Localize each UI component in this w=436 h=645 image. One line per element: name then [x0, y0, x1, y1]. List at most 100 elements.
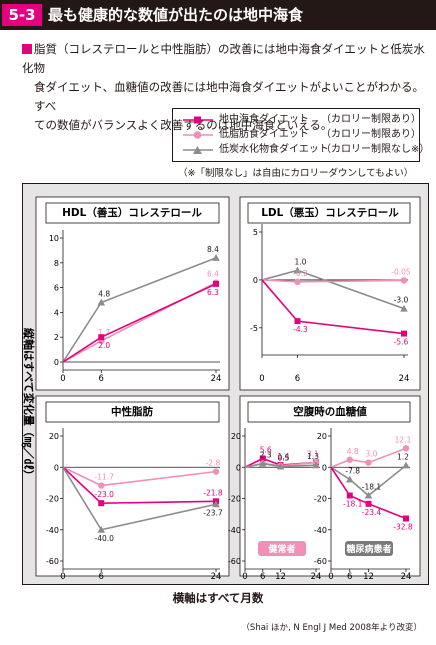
data-label: 0.9: [278, 453, 290, 462]
triangle-marker: [97, 525, 106, 533]
summary-line-2: 食ダイエット、血糖値の改善には地中海食ダイエットがよいことがわかる。すべ: [34, 80, 424, 113]
data-label: 0.5: [278, 453, 290, 462]
data-label: 2.0: [98, 341, 110, 350]
x-tick-label: 24: [401, 572, 412, 582]
x-axis-caption: 横軸はすべて月数: [172, 591, 264, 605]
triangle-marker-icon: [183, 146, 213, 154]
data-label: -4.3: [293, 325, 308, 334]
section-number: 5-3: [2, 4, 42, 26]
square-marker: [259, 455, 266, 462]
x-tick-label: 0: [259, 374, 264, 384]
y-tick-label: 10: [49, 234, 59, 243]
y-tick-label: -20: [228, 495, 241, 504]
data-label: 1.3: [307, 452, 319, 461]
panel-badge-label: 糖尿病患者: [346, 543, 391, 555]
data-label: -2.8: [206, 459, 221, 468]
triangle-marker: [312, 461, 320, 469]
data-label: -0.2: [293, 269, 308, 278]
x-tick-label: 24: [311, 572, 322, 582]
data-label: -5.6: [394, 338, 409, 347]
data-label: 2.5: [260, 450, 272, 459]
y-tick-label: 0: [54, 463, 59, 472]
y-tick-label: 0: [236, 463, 241, 472]
data-label: 6.4: [207, 270, 219, 279]
data-label: 4.8: [347, 447, 359, 456]
y-tick-label: -40: [314, 526, 327, 535]
chart-title: LDL（悪玉）コレステロール: [261, 206, 399, 219]
page-header: 5-3 最も健康的な数値が出たのは地中海食: [0, 0, 436, 30]
data-label: -23.7: [203, 508, 223, 517]
panel-badge: [258, 541, 306, 556]
data-label: -11.7: [95, 473, 115, 482]
chart-title-box: [247, 202, 411, 224]
data-label: -23.0: [95, 490, 115, 499]
x-tick-label: 6: [260, 572, 265, 582]
series-line: [330, 447, 407, 468]
circle-marker: [402, 445, 410, 452]
x-tick-label: 12: [275, 572, 286, 582]
source-citation: （Shai ほか, N Engl J Med 2008年より改変）: [241, 623, 422, 633]
y-tick-label: 6: [54, 284, 59, 293]
series-line: [244, 462, 317, 469]
legend-footnote: （※「制限なし」は自由にカロリーダウンしてもよい）: [178, 168, 414, 179]
chart-title-box: [247, 401, 411, 423]
triangle-marker: [97, 298, 106, 306]
y-tick-label: 5: [253, 228, 258, 237]
y-tick-label: -20: [314, 495, 327, 504]
y-tick-label: 20: [317, 432, 327, 441]
circle-marker-icon: [183, 131, 213, 139]
triangle-marker: [212, 254, 220, 261]
x-tick-label: 0: [328, 572, 333, 582]
x-tick-label: 6: [347, 572, 352, 582]
square-marker: [294, 318, 301, 325]
page-title: 最も健康的な数値が出たのは地中海食: [48, 6, 304, 24]
chart-title: HDL（善玉）コレステロール: [62, 206, 202, 219]
triangle-marker: [400, 304, 408, 312]
data-label: -21.8: [203, 488, 223, 497]
triangle-marker: [212, 500, 220, 508]
x-tick-label: 6: [99, 572, 104, 582]
data-label: -40.0: [95, 534, 115, 543]
data-label: -3.0: [394, 296, 409, 305]
circle-marker: [365, 459, 372, 466]
data-label: 3.0: [366, 450, 378, 459]
y-tick-label: -20: [46, 495, 59, 504]
square-marker: [365, 500, 372, 507]
y-tick-label: -5: [250, 324, 258, 333]
x-tick-label: 0: [242, 572, 247, 582]
legend-label: 地中海食ダイエット: [219, 114, 309, 125]
data-label: 5.6: [260, 446, 272, 455]
data-label: -0.05: [391, 267, 411, 276]
data-label: -18.1: [343, 500, 363, 509]
data-label: 3.1: [307, 449, 319, 458]
square-marker: [403, 515, 409, 522]
panel-badge-label: 健常者: [268, 543, 295, 555]
x-tick-label: 24: [211, 572, 222, 582]
data-label: 1.2: [397, 452, 409, 461]
square-marker: [98, 500, 105, 507]
circle-marker: [400, 277, 408, 284]
chart-title: 中性脂肪: [111, 405, 153, 418]
summary-text: 脂質（コレステロールと中性脂肪）の改善には地中海食ダイエットと低炭水化物 食ダイ…: [22, 40, 426, 135]
y-tick-label: 8: [54, 259, 59, 268]
square-marker: [98, 334, 105, 341]
legend-note: （カロリー制限なし※）: [321, 144, 430, 155]
legend-label: 低脂肪食ダイエット: [219, 129, 309, 140]
y-tick-label: 0: [322, 463, 327, 472]
x-tick-label: 0: [60, 374, 65, 384]
bullet-square-icon: [22, 44, 32, 54]
panel-badge: [345, 541, 393, 556]
chart-panel: [35, 395, 230, 577]
y-tick-label: -60: [46, 557, 59, 566]
chart-panel: [239, 196, 421, 391]
x-tick-label: 0: [60, 572, 65, 582]
triangle-marker: [345, 475, 354, 483]
y-tick-label: 0: [253, 276, 258, 285]
x-tick-label: 12: [363, 572, 374, 582]
triangle-marker: [364, 491, 373, 499]
data-label: 3.1: [307, 449, 319, 458]
data-label: 4.8: [98, 289, 110, 298]
y-tick-label: 4: [54, 308, 59, 317]
y-tick-label: -60: [228, 557, 241, 566]
chart-title: 空腹時の血糖値: [293, 405, 367, 418]
